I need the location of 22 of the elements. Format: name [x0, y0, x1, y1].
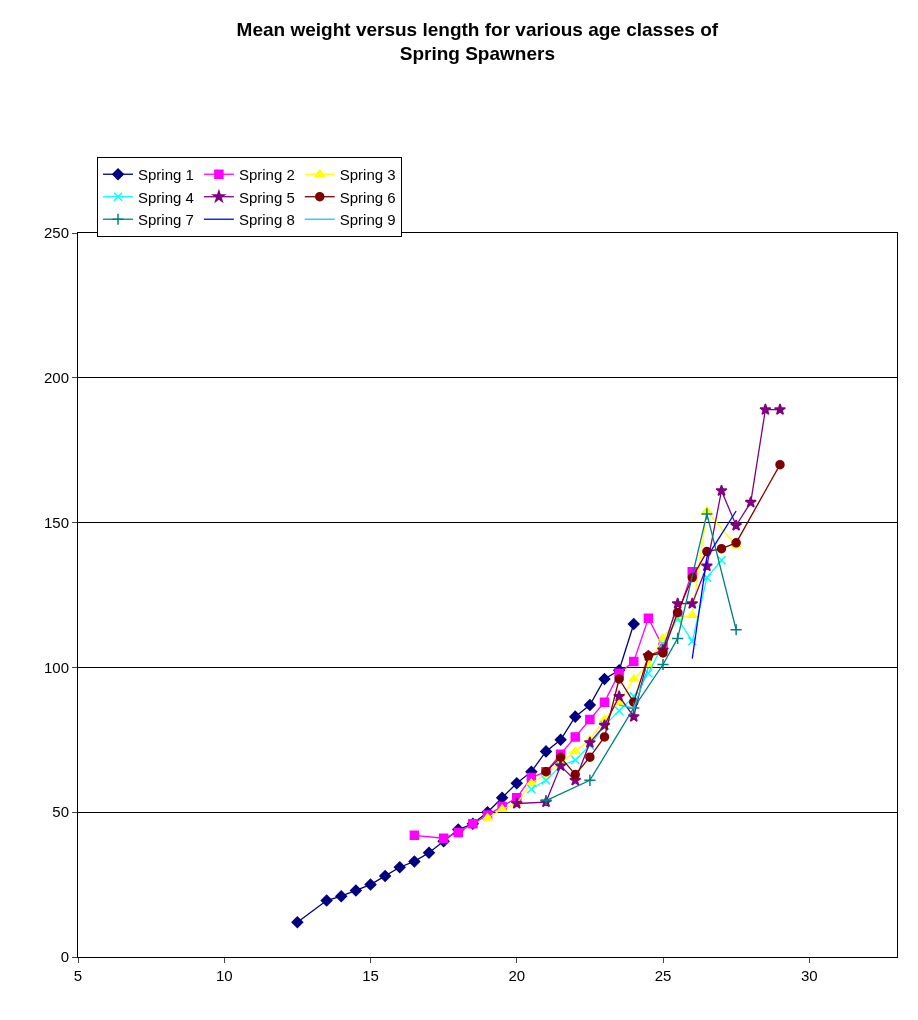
legend-label: Spring 3 — [339, 166, 396, 184]
x-tick-label: 10 — [215, 967, 233, 984]
legend-label: Spring 4 — [138, 188, 194, 206]
legend-label: Spring 2 — [238, 166, 295, 184]
x-tick-label: 5 — [73, 967, 83, 984]
y-tick-label: 50 — [52, 803, 69, 821]
legend-label: Spring 1 — [138, 166, 194, 184]
y-tick-label: 150 — [43, 513, 69, 531]
legend-label: Spring 7 — [138, 211, 194, 229]
y-tick-label: 100 — [43, 658, 69, 676]
y-tick-label: 0 — [60, 948, 69, 966]
legend-label: Spring 5 — [238, 188, 295, 206]
legend-label: Spring 6 — [339, 188, 396, 206]
x-tick-label: 15 — [362, 967, 379, 984]
y-tick-label: 250 — [43, 224, 69, 242]
chart-title: Mean weight versus length for various age classes of Spring Spawners — [236, 18, 719, 65]
legend-label: Spring 9 — [339, 211, 396, 229]
x-tick-label: 25 — [654, 967, 672, 984]
legend-label: Spring 8 — [238, 211, 295, 229]
x-tick-label: 30 — [800, 967, 818, 984]
x-tick-label: 20 — [508, 967, 526, 984]
y-tick-label: 200 — [43, 369, 69, 387]
